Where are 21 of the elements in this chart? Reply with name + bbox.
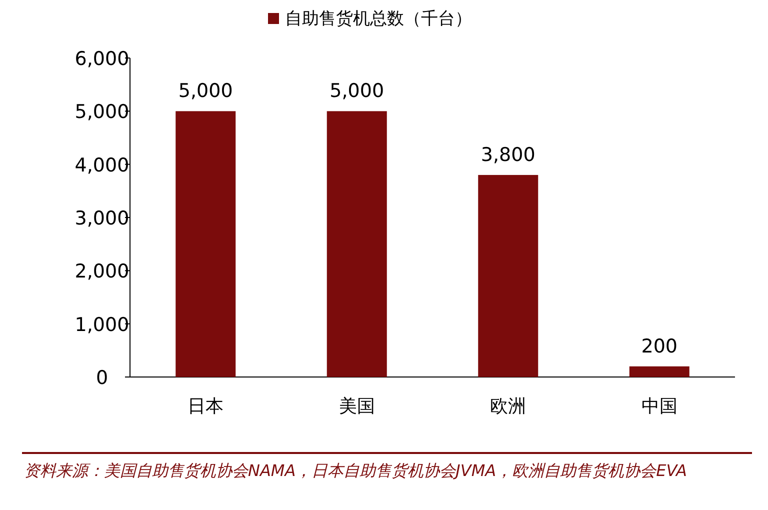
legend-label: 自助售货机总数（千台） [285,9,472,29]
data-label: 200 [641,335,678,358]
y-tick-label: 3,000 [74,208,130,230]
x-tick-label: 日本 [188,396,224,417]
data-label: 3,800 [480,144,536,166]
bar [176,111,236,377]
bar [326,111,387,377]
y-tick-label: 6,000 [74,48,130,70]
data-label: 5,000 [330,80,384,102]
y-tick-label: 2,000 [74,260,130,283]
y-tick-label: 1,000 [74,314,130,336]
bar [478,174,538,377]
x-tick-label: 美国 [338,396,375,417]
data-label: 5,000 [178,80,233,102]
y-tick-label: 0 [96,367,108,389]
x-tick-label: 中国 [641,396,678,417]
x-tick-label: 欧洲 [490,396,526,417]
text: 资料来源：美国自助售货机协会NAMA，日本自助售货机协会JVMA，欧洲自助售货机协会EVA [24,461,687,480]
bar [629,366,690,377]
y-tick-label: 4,000 [74,154,130,176]
y-tick-label: 5,000 [74,101,130,124]
